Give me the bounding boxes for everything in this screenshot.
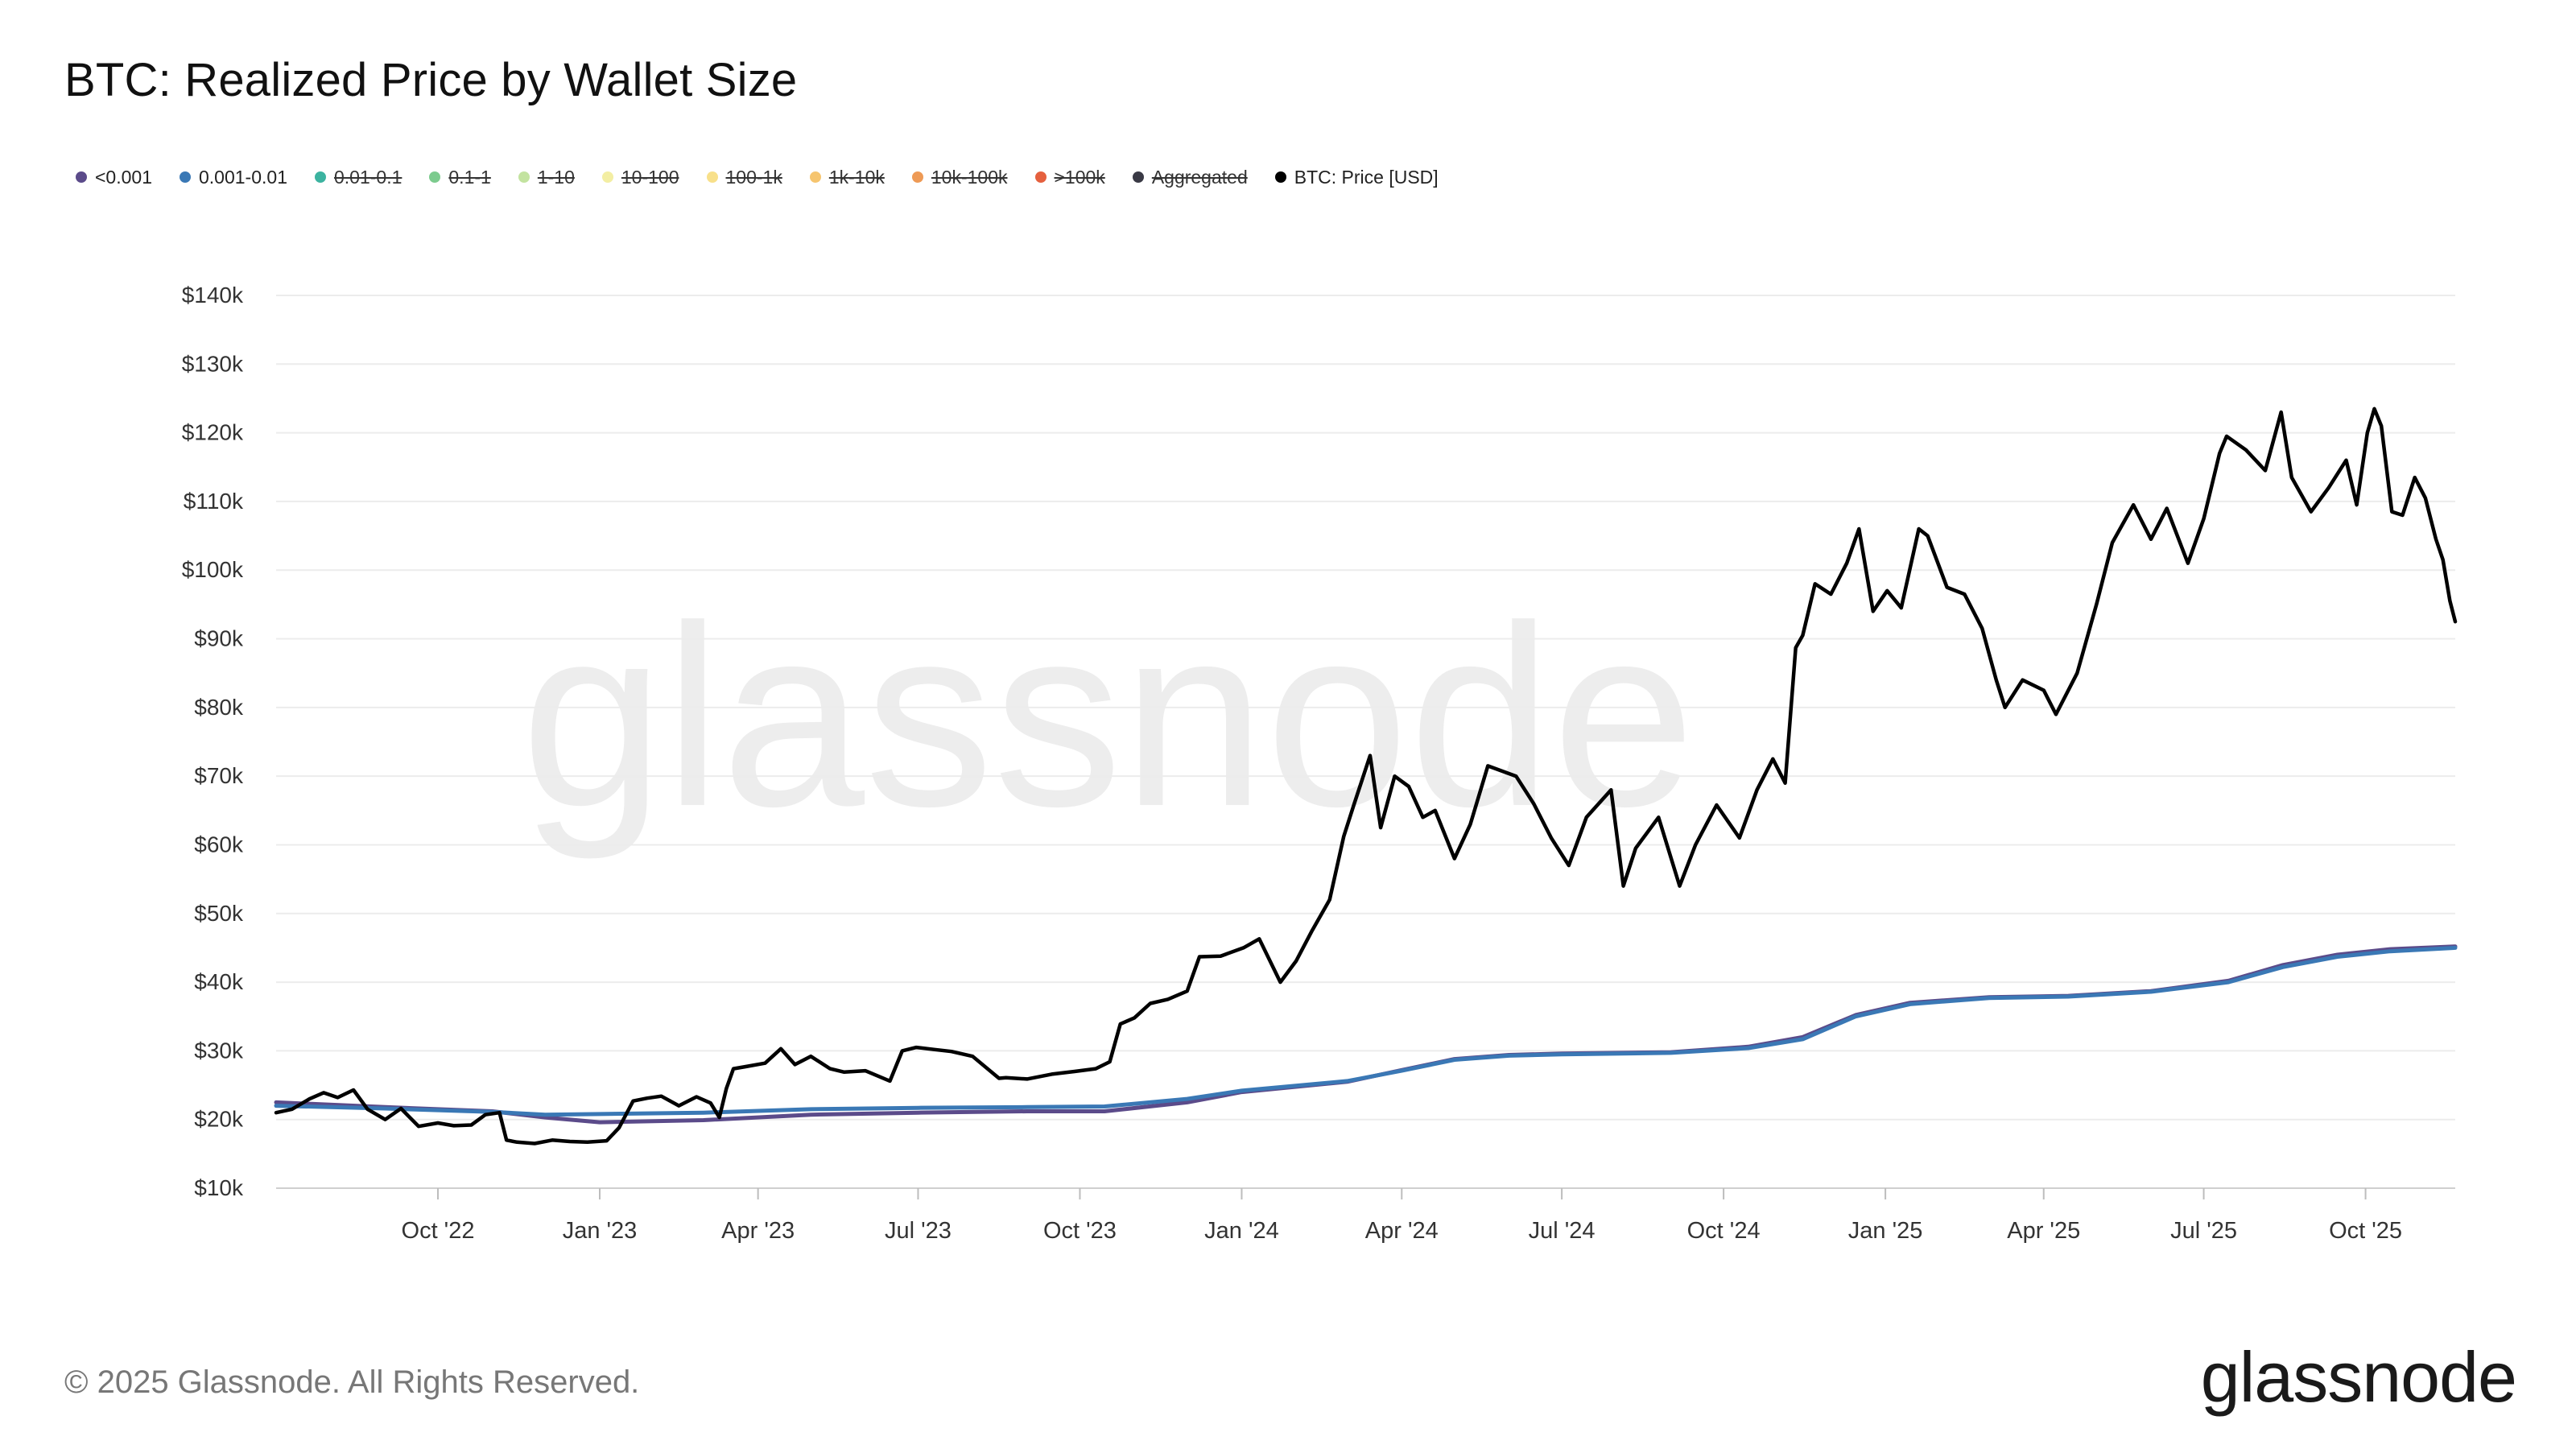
- series-line-lt-0001: [274, 944, 2458, 1125]
- legend-swatch: [911, 171, 923, 183]
- legend-swatch: [809, 171, 821, 183]
- x-tick-label: Oct '25: [2329, 1218, 2402, 1244]
- x-tick-label: Jul '24: [1529, 1218, 1596, 1244]
- x-tick-label: Jan '23: [563, 1218, 638, 1244]
- legend-label: >100k: [1054, 166, 1105, 188]
- legend-label: 0.001-0.01: [199, 166, 287, 188]
- y-tick-label: $10k: [194, 1175, 244, 1200]
- legend-item[interactable]: 1-10: [518, 167, 575, 188]
- y-tick-label: $120k: [182, 420, 244, 445]
- legend-swatch: [1034, 171, 1046, 183]
- legend-swatch: [1132, 171, 1144, 183]
- x-tick-label: Apr '23: [721, 1218, 795, 1244]
- legend-swatch: [1274, 171, 1286, 183]
- series-line-btc-price: [274, 407, 2458, 1146]
- legend-label: 1k-10k: [828, 166, 885, 188]
- glassnode-logo: glassnode: [2200, 1337, 2517, 1417]
- y-tick-label: $70k: [194, 763, 244, 788]
- legend-swatch: [601, 171, 613, 183]
- x-tick-label: Jul '23: [885, 1218, 952, 1244]
- y-tick-label: $100k: [182, 557, 244, 582]
- legend-item[interactable]: Aggregated: [1132, 166, 1248, 188]
- legend-label: BTC: Price [USD]: [1294, 166, 1439, 188]
- x-tick-label: Jan '24: [1204, 1218, 1279, 1244]
- chart-title: BTC: Realized Price by Wallet Size: [64, 54, 798, 106]
- legend-item[interactable]: 0.1-1: [429, 166, 491, 188]
- legend-item[interactable]: <0.001: [76, 167, 152, 188]
- legend-label: 10-100: [621, 166, 679, 188]
- y-tick-label: $50k: [194, 901, 244, 926]
- y-tick-label: $110k: [184, 489, 244, 514]
- legend-item[interactable]: 0.001-0.01: [180, 167, 287, 188]
- legend-item[interactable]: BTC: Price [USD]: [1274, 166, 1439, 188]
- legend-label: 0.1-1: [448, 166, 491, 188]
- legend-swatch: [518, 171, 530, 183]
- legend-swatch: [180, 171, 191, 183]
- legend-item[interactable]: 10-100: [601, 166, 679, 188]
- legend-swatch: [429, 171, 441, 183]
- x-tick-label: Oct '24: [1687, 1218, 1761, 1244]
- legend-label: <0.001: [95, 166, 152, 188]
- y-tick-label: $20k: [194, 1107, 244, 1132]
- y-tick-label: $30k: [194, 1038, 244, 1063]
- legend-label: 0.01-0.1: [333, 166, 402, 188]
- x-tick-label: Jul '25: [2170, 1218, 2237, 1244]
- legend-label: Aggregated: [1151, 166, 1248, 188]
- x-tick-label: Oct '23: [1043, 1218, 1117, 1244]
- legend-swatch: [706, 171, 718, 183]
- y-tick-label: $80k: [194, 695, 244, 720]
- watermark: glassnode: [521, 572, 1695, 861]
- legend-item[interactable]: 10k-100k: [911, 166, 1008, 188]
- x-tick-label: Apr '24: [1365, 1218, 1439, 1244]
- y-tick-label: $40k: [194, 969, 244, 994]
- legend-label: 10k-100k: [931, 166, 1008, 188]
- series-line-0001-001: [274, 945, 2458, 1117]
- y-tick-label: $90k: [194, 626, 244, 651]
- chart-legend: <0.001 0.001-0.01 0.01-0.1 0.1-1 1-10 10-100 1…: [76, 163, 1466, 192]
- legend-item[interactable]: 0.01-0.1: [314, 166, 402, 188]
- legend-item[interactable]: 1k-10k: [809, 166, 885, 188]
- copyright-notice: © 2025 Glassnode. All Rights Reserved.: [64, 1364, 640, 1400]
- x-tick-label: Jan '25: [1848, 1218, 1923, 1244]
- y-tick-label: $130k: [182, 351, 244, 376]
- x-tick-label: Apr '25: [2007, 1218, 2080, 1244]
- legend-label: 100-1k: [725, 166, 782, 188]
- legend-label: 1-10: [537, 166, 575, 188]
- x-tick-label: Oct '22: [402, 1218, 475, 1244]
- y-tick-label: $60k: [194, 832, 244, 857]
- y-tick-label: $140k: [182, 283, 244, 308]
- legend-swatch: [314, 171, 326, 183]
- legend-swatch: [76, 171, 87, 183]
- legend-item[interactable]: >100k: [1034, 166, 1105, 188]
- legend-item[interactable]: 100-1k: [706, 166, 782, 188]
